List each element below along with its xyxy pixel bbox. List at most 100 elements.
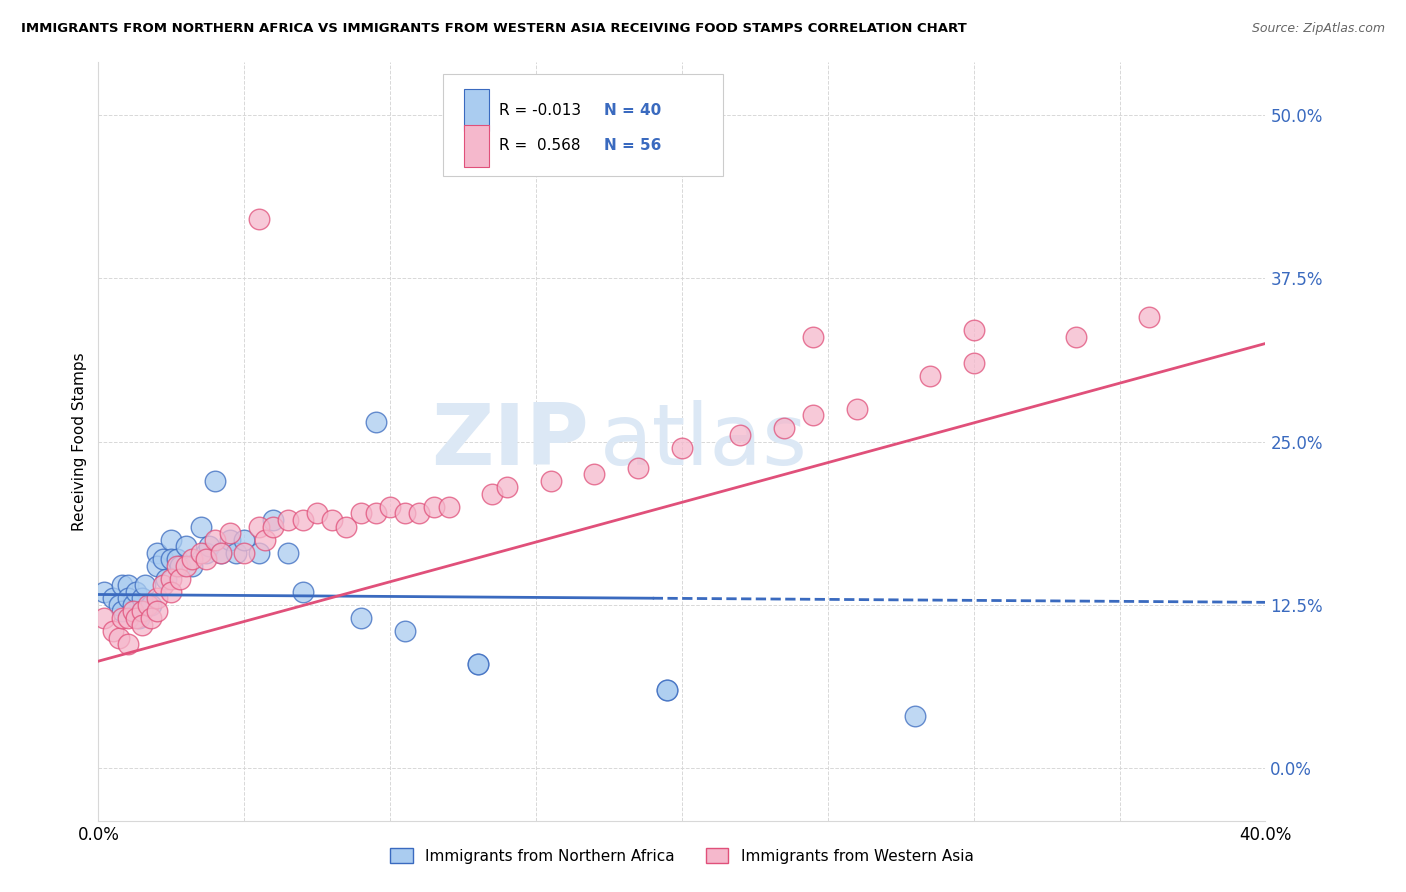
- Point: [198, 539, 221, 553]
- Point: [195, 552, 218, 566]
- Point: [111, 611, 134, 625]
- Point: [1137, 310, 1160, 325]
- Point: [174, 539, 197, 553]
- FancyBboxPatch shape: [464, 125, 489, 167]
- Point: [169, 558, 191, 573]
- Text: R =  0.568: R = 0.568: [499, 138, 581, 153]
- Point: [139, 598, 162, 612]
- FancyBboxPatch shape: [464, 89, 489, 131]
- Y-axis label: Receiving Food Stamps: Receiving Food Stamps: [72, 352, 87, 531]
- Point: [131, 605, 153, 619]
- Point: [423, 500, 446, 514]
- Point: [169, 572, 191, 586]
- Point: [247, 546, 270, 560]
- Point: [204, 474, 226, 488]
- Point: [277, 546, 299, 560]
- Point: [209, 546, 232, 560]
- Point: [146, 558, 169, 573]
- Point: [801, 409, 824, 423]
- Point: [146, 546, 169, 560]
- Legend: Immigrants from Northern Africa, Immigrants from Western Asia: Immigrants from Northern Africa, Immigra…: [384, 842, 980, 870]
- Point: [321, 513, 343, 527]
- Point: [93, 585, 115, 599]
- Text: atlas: atlas: [600, 400, 808, 483]
- Point: [209, 546, 232, 560]
- Point: [160, 585, 183, 599]
- Point: [155, 572, 177, 586]
- Point: [627, 460, 650, 475]
- Point: [131, 591, 153, 606]
- Point: [773, 421, 796, 435]
- Point: [394, 624, 416, 639]
- Point: [918, 369, 941, 384]
- Point: [139, 611, 162, 625]
- Point: [160, 552, 183, 566]
- Point: [166, 558, 188, 573]
- Point: [152, 578, 174, 592]
- Text: N = 56: N = 56: [603, 138, 661, 153]
- Point: [122, 605, 145, 619]
- Point: [583, 467, 606, 482]
- Point: [496, 480, 519, 494]
- Point: [801, 330, 824, 344]
- Point: [225, 546, 247, 560]
- Point: [174, 558, 197, 573]
- Point: [218, 533, 240, 547]
- Point: [846, 401, 869, 416]
- Point: [146, 605, 169, 619]
- Point: [108, 598, 131, 612]
- Point: [122, 598, 145, 612]
- Point: [190, 546, 212, 560]
- Point: [152, 552, 174, 566]
- Point: [247, 212, 270, 227]
- Text: ZIP: ZIP: [430, 400, 589, 483]
- Point: [180, 552, 202, 566]
- Point: [160, 572, 183, 586]
- Point: [291, 513, 314, 527]
- Point: [307, 507, 329, 521]
- Text: IMMIGRANTS FROM NORTHERN AFRICA VS IMMIGRANTS FROM WESTERN ASIA RECEIVING FOOD S: IMMIGRANTS FROM NORTHERN AFRICA VS IMMIG…: [21, 22, 967, 36]
- Point: [540, 474, 562, 488]
- Text: Source: ZipAtlas.com: Source: ZipAtlas.com: [1251, 22, 1385, 36]
- Point: [146, 591, 169, 606]
- Point: [136, 598, 159, 612]
- Point: [134, 578, 156, 592]
- Point: [101, 591, 124, 606]
- Text: N = 40: N = 40: [603, 103, 661, 118]
- Point: [380, 500, 402, 514]
- Point: [131, 617, 153, 632]
- Point: [1064, 330, 1087, 344]
- Point: [962, 323, 984, 337]
- Point: [218, 526, 240, 541]
- Point: [467, 657, 489, 671]
- Point: [204, 533, 226, 547]
- Point: [481, 487, 503, 501]
- Point: [364, 507, 387, 521]
- Point: [277, 513, 299, 527]
- Point: [111, 578, 134, 592]
- Point: [247, 519, 270, 533]
- Point: [190, 519, 212, 533]
- Point: [128, 611, 150, 625]
- Point: [657, 682, 679, 697]
- Point: [671, 441, 693, 455]
- Point: [350, 611, 373, 625]
- Point: [117, 578, 139, 592]
- Point: [394, 507, 416, 521]
- Point: [125, 585, 148, 599]
- Point: [233, 546, 256, 560]
- Point: [131, 605, 153, 619]
- Point: [437, 500, 460, 514]
- FancyBboxPatch shape: [443, 74, 723, 177]
- Point: [180, 558, 202, 573]
- Point: [364, 415, 387, 429]
- Point: [657, 682, 679, 697]
- Point: [108, 631, 131, 645]
- Point: [962, 356, 984, 370]
- Point: [467, 657, 489, 671]
- Point: [253, 533, 276, 547]
- Point: [111, 605, 134, 619]
- Point: [335, 519, 357, 533]
- Point: [291, 585, 314, 599]
- Text: R = -0.013: R = -0.013: [499, 103, 581, 118]
